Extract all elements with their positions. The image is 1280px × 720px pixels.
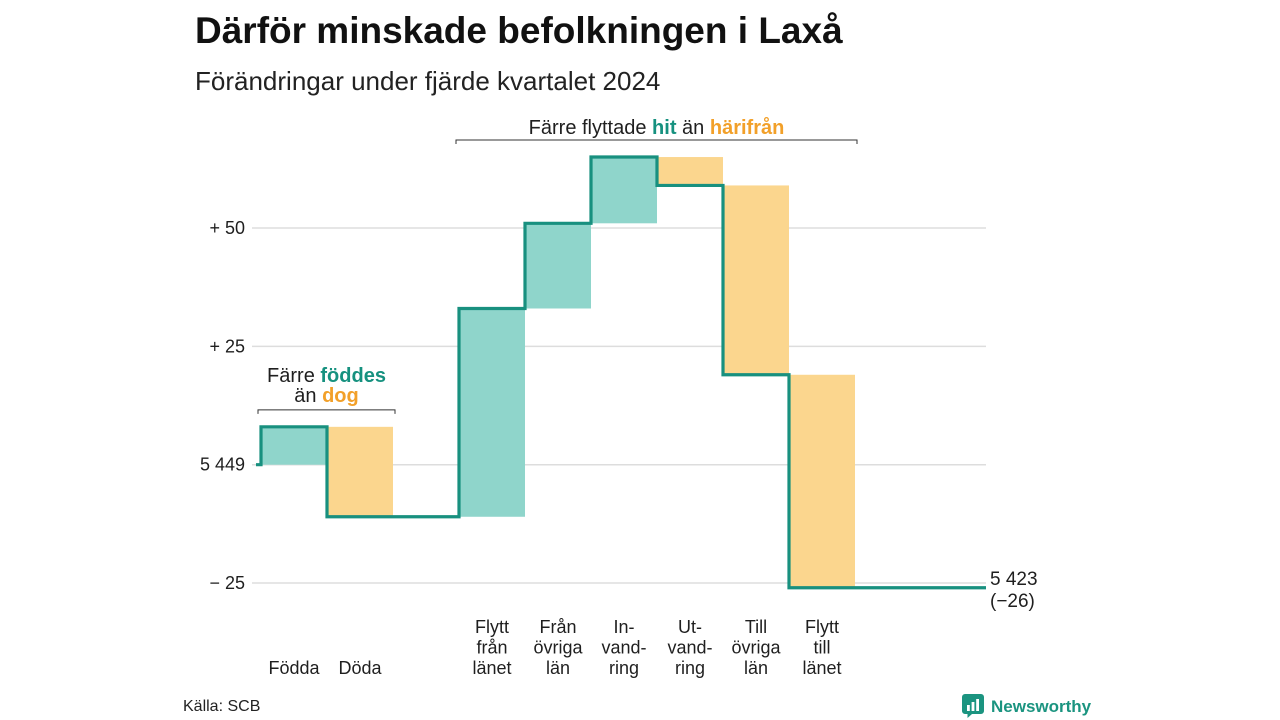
bars bbox=[261, 157, 855, 588]
end-value-label: 5 423 bbox=[990, 569, 1038, 590]
category-label: Flytt bbox=[805, 617, 839, 637]
step-line bbox=[256, 155, 986, 590]
bar-increase bbox=[459, 308, 525, 517]
bar-increase bbox=[591, 157, 657, 224]
group-note-line: än dog bbox=[294, 385, 358, 407]
group-note-line: Färre flyttade hit än härifrån bbox=[529, 116, 785, 139]
category-label: länet bbox=[802, 658, 841, 678]
y-tick-label: 5 449 bbox=[200, 455, 245, 475]
end-change-label: (−26) bbox=[990, 591, 1035, 612]
category-label: Ut- bbox=[678, 617, 702, 637]
bar-decrease bbox=[789, 374, 855, 588]
category-label: övriga bbox=[731, 638, 781, 658]
note-increase-word: föddes bbox=[320, 365, 386, 387]
category-label: ring bbox=[609, 658, 639, 678]
category-label: In- bbox=[613, 617, 634, 637]
bar-decrease bbox=[723, 185, 789, 375]
bar-increase bbox=[261, 426, 327, 465]
x-axis-labels: Födda DödaFlyttfrånlänetFrånövrigalänIn-v… bbox=[268, 617, 841, 678]
category-label: vand- bbox=[667, 638, 712, 658]
category-label: Till bbox=[745, 617, 767, 637]
bar-decrease bbox=[327, 426, 393, 517]
group-bracket bbox=[455, 139, 858, 145]
brand-logo: Newsworthy bbox=[962, 694, 1091, 718]
note-middle: än bbox=[294, 385, 316, 407]
chart-title: Därför minskade befolkningen i Laxå bbox=[195, 10, 843, 51]
category-label: Flytt bbox=[475, 617, 509, 637]
category-label: ring bbox=[675, 658, 705, 678]
category-label: Från bbox=[539, 617, 576, 637]
category-label: övriga bbox=[533, 638, 583, 658]
y-tick-label: − 25 bbox=[209, 573, 245, 593]
bar-decrease bbox=[657, 157, 723, 186]
group-annotation: Färre flyttade hit än härifrån bbox=[455, 116, 858, 145]
category-label: vand- bbox=[601, 638, 646, 658]
group-bracket bbox=[257, 409, 396, 414]
category-label: från bbox=[476, 638, 507, 658]
category-label: till bbox=[814, 638, 831, 658]
group-note-line: Färre föddes bbox=[267, 365, 386, 387]
y-tick-label: + 25 bbox=[209, 336, 245, 356]
category-label: län bbox=[546, 658, 570, 678]
category-label: Födda bbox=[268, 658, 320, 678]
gridlines bbox=[252, 227, 986, 584]
note-prefix: Färre flyttade bbox=[529, 117, 647, 139]
note-middle: än bbox=[682, 117, 704, 139]
y-tick-label: + 50 bbox=[209, 218, 245, 238]
bar-increase bbox=[525, 223, 591, 309]
note-decrease-word: härifrån bbox=[710, 116, 784, 139]
note-increase-word: hit bbox=[652, 117, 677, 139]
category-label: län bbox=[744, 658, 768, 678]
newsworthy-logo-icon bbox=[962, 694, 984, 718]
y-axis: + 50 + 25 5 449 − 25 bbox=[200, 218, 245, 593]
chart-subtitle: Förändringar under fjärde kvartalet 2024 bbox=[195, 66, 661, 96]
category-label: länet bbox=[472, 658, 511, 678]
category-label: Döda bbox=[338, 658, 382, 678]
note-prefix: Färre bbox=[267, 365, 315, 387]
brand-name: Newsworthy bbox=[991, 696, 1092, 716]
source-note: Källa: SCB bbox=[183, 698, 261, 715]
note-decrease-word: dog bbox=[322, 385, 359, 407]
